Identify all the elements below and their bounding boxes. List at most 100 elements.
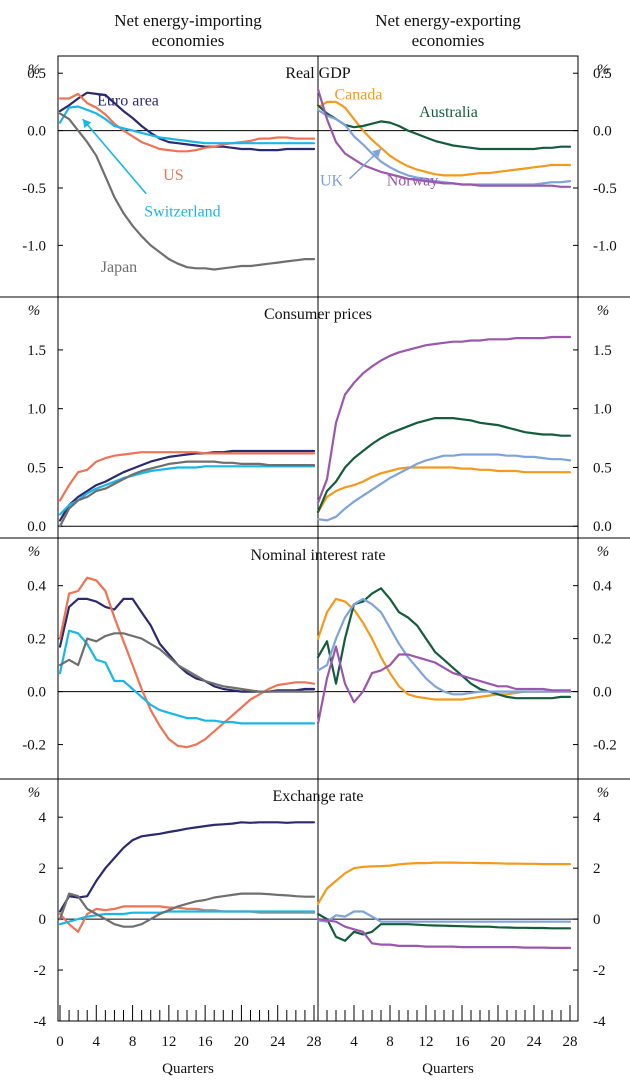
y-tick-label-left: 0 [39, 912, 47, 928]
y-tick-label-right: 0 [593, 912, 601, 928]
y-tick-label-right: 4 [593, 810, 601, 826]
right-column-title-line-1: Net energy-exporting [375, 11, 521, 30]
y-tick-label-left: -0.2 [22, 738, 46, 754]
annotation-arrowhead-switzerland [82, 119, 92, 129]
x-tick-label-right: 16 [455, 1034, 471, 1050]
x-tick-label-right: 4 [350, 1034, 358, 1050]
series-label-norway: Norway [387, 173, 439, 190]
series-line-euro-area-left [58, 449, 316, 522]
x-tick-label-left: 24 [270, 1034, 286, 1050]
series-line-us-left [58, 92, 316, 153]
y-tick-label-left: 0.0 [27, 124, 46, 140]
unit-label-right: % [597, 62, 610, 78]
series-line-euro-area-left [58, 821, 316, 913]
series-line-norway-right [316, 88, 572, 188]
y-tick-label-left: 0.0 [27, 685, 46, 701]
series-label-australia: Australia [419, 104, 478, 121]
unit-label-right: % [597, 785, 610, 801]
y-tick-label-right: 0.5 [593, 460, 612, 476]
x-tick-label-left: 8 [129, 1034, 137, 1050]
series-line-australia-right [316, 912, 572, 942]
unit-label-left: % [28, 544, 41, 560]
unit-label-right: % [597, 303, 610, 319]
series-line-norway-right [316, 335, 572, 504]
series-label-switzerland: Switzerland [144, 204, 220, 221]
y-tick-label-left: -1.0 [22, 238, 46, 254]
series-line-us-left [58, 905, 316, 933]
y-tick-label-left: 1.5 [27, 343, 46, 359]
series-line-norway-right [316, 917, 572, 950]
series-line-euro-area-left [58, 91, 316, 152]
y-tick-label-left: -0.5 [22, 181, 46, 197]
x-tick-label-left: 0 [56, 1034, 64, 1050]
y-tick-label-left: 2 [39, 861, 47, 877]
panel-title: Consumer prices [264, 306, 372, 323]
series-label-euro-area: Euro area [97, 92, 159, 109]
y-tick-label-left: 0.5 [27, 460, 46, 476]
series-line-australia-right [316, 104, 572, 151]
left-column-title-line-2: economies [152, 31, 225, 50]
panel-consumer-prices: Consumer prices% % 0.0 0.0 0.5 0.5 1.0 1.0 1.5 1.… [0, 296, 630, 535]
series-line-uk-right [316, 453, 572, 522]
unit-label-left: % [28, 785, 41, 801]
x-tick-label-right: 8 [386, 1034, 394, 1050]
series-label-japan: Japan [101, 259, 137, 276]
y-tick-label-left: 0.0 [27, 519, 46, 535]
series-line-euro-area-left [58, 597, 316, 693]
x-axis-title-left: Quarters [162, 1061, 214, 1077]
series-line-switzerland-left [58, 465, 316, 516]
x-tick-label-right: 20 [491, 1034, 506, 1050]
series-line-japan-left [58, 632, 316, 693]
y-tick-label-right: 2 [593, 861, 601, 877]
y-tick-label-right: 0.0 [593, 124, 612, 140]
series-line-uk-right [316, 597, 572, 696]
x-axis-title-right: Quarters [422, 1061, 474, 1077]
series-line-japan-left [58, 112, 316, 271]
y-tick-label-right: -1.0 [593, 238, 617, 254]
annotation-arrowhead-uk [372, 149, 381, 158]
y-tick-label-right: -0.2 [593, 738, 617, 754]
x-tick-label-right: 24 [527, 1034, 543, 1050]
panel-nominal-interest-rate: Nominal interest rate% % -0.2 -0.2 0.0 0.0 0.2… [0, 537, 630, 754]
y-tick-label-left: -4 [34, 1014, 47, 1030]
left-column-title-line-1: Net energy-importing [114, 11, 262, 30]
y-tick-label-right: 1.0 [593, 402, 612, 418]
y-tick-label-right: -4 [593, 1014, 606, 1030]
y-tick-label-right: 0.2 [593, 632, 612, 648]
series-label-uk: UK [320, 173, 344, 190]
panel-exchange-rate: Exchange rate% % -4 -4 -2 -2 0 0 2 2 4 4 [0, 778, 630, 1030]
y-tick-label-left: 0.2 [27, 632, 46, 648]
x-tick-label-right: 12 [419, 1034, 434, 1050]
series-line-us-left [58, 451, 316, 502]
y-tick-label-right: 0.0 [593, 685, 612, 701]
y-tick-label-left: 0.4 [27, 579, 46, 595]
series-line-japan-left [58, 892, 316, 928]
x-tick-label-left: 4 [93, 1034, 101, 1050]
series-line-canada-right [316, 466, 572, 514]
y-tick-label-left: 4 [39, 810, 47, 826]
series-line-japan-left [58, 460, 316, 528]
y-tick-label-left: -2 [34, 963, 47, 979]
y-tick-label-right: -0.5 [593, 181, 617, 197]
y-tick-label-right: 0.5 [593, 66, 612, 82]
unit-label-left: % [28, 303, 41, 319]
series-line-switzerland-left [58, 629, 316, 725]
panel-title: Nominal interest rate [250, 547, 385, 564]
series-line-uk-right [316, 910, 572, 923]
series-line-us-left [58, 576, 316, 749]
y-tick-label-left: 0.5 [27, 66, 46, 82]
x-tick-label-left: 12 [161, 1034, 176, 1050]
y-tick-label-right: 1.5 [593, 343, 612, 359]
panel-title: Real GDP [285, 65, 350, 82]
series-label-canada: Canada [335, 87, 383, 104]
series-line-norway-right [316, 645, 572, 725]
panel-title: Exchange rate [272, 788, 363, 805]
right-column-title-line-2: economies [412, 31, 485, 50]
series-line-canada-right [316, 597, 572, 701]
unit-label-left: % [28, 62, 41, 78]
panel-real-gdp: Real GDP% % -1.0 -1.0 -0.5 -0.5 0.0 0.0 0.5 0.5 [22, 62, 617, 271]
unit-label-right: % [597, 544, 610, 560]
annotation-arrow-switzerland [82, 118, 147, 195]
series-line-australia-right [316, 417, 572, 514]
